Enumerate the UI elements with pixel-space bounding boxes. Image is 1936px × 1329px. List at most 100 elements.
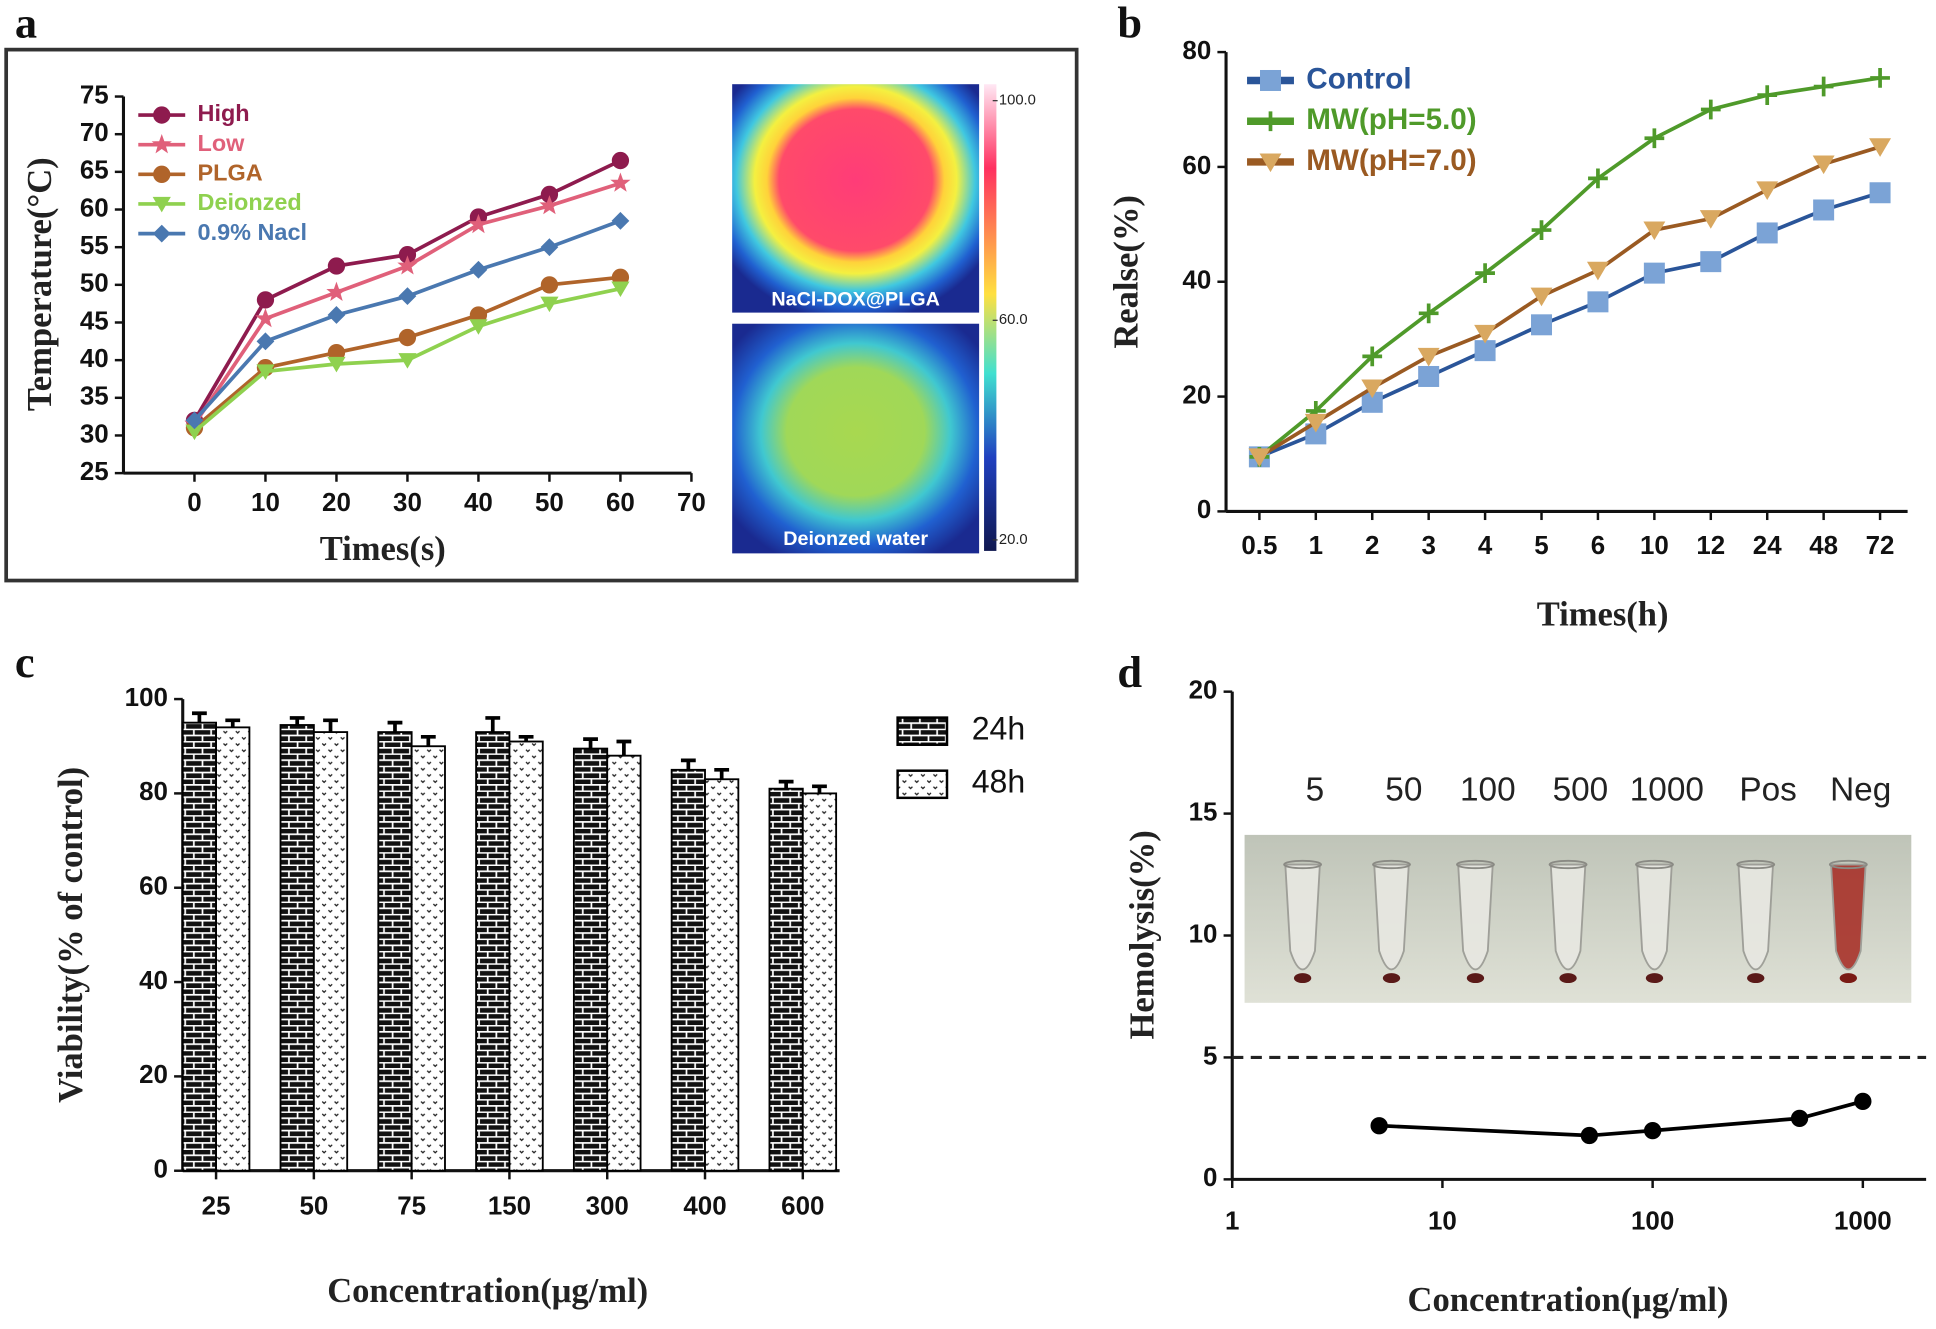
marker (1756, 181, 1779, 200)
legend-label: 24h (972, 711, 1026, 747)
marker (1259, 153, 1282, 173)
marker (326, 281, 347, 302)
bar (508, 740, 544, 1172)
photo-label: 50 (1385, 771, 1422, 808)
marker (1588, 168, 1608, 189)
marker (398, 353, 417, 369)
x-tick-label: 12 (1696, 532, 1725, 560)
photo-label: Neg (1830, 771, 1891, 808)
x-tick-label: 50 (299, 1193, 328, 1221)
y-tick-label: 100 (125, 684, 168, 712)
x-tick-label: 4 (1478, 532, 1493, 560)
marker (611, 211, 630, 230)
x-tick-label: 0 (187, 489, 201, 517)
error-bar (289, 716, 305, 726)
x-axis-label: Times(s) (320, 530, 446, 568)
marker (468, 213, 489, 234)
x-tick-label: 5 (1534, 532, 1548, 560)
bar (410, 745, 446, 1172)
tube-rim (1828, 859, 1868, 870)
marker (398, 328, 417, 347)
marker (327, 356, 346, 373)
y-axis-label: Realse(%) (1108, 195, 1146, 349)
x-tick-label: 1 (1309, 532, 1323, 560)
pellet (1293, 973, 1312, 984)
x-tick-label: 70 (677, 489, 706, 517)
x-tick-label: 400 (683, 1193, 726, 1221)
marker (469, 319, 488, 335)
pellet (1747, 973, 1765, 984)
x-tick-label: 48 (1809, 532, 1838, 560)
x-tick-label: 300 (586, 1193, 629, 1221)
bar (768, 787, 804, 1172)
tube (1457, 863, 1494, 971)
marker (397, 255, 418, 275)
marker (153, 165, 171, 183)
colorbar-label: 100.0 (999, 93, 1036, 109)
error-bar (191, 711, 207, 723)
tube (1373, 863, 1410, 971)
marker (1643, 1121, 1662, 1140)
x-tick-label: 25 (202, 1193, 231, 1221)
colorbar (984, 84, 997, 551)
y-tick-label: 35 (80, 383, 109, 411)
legend-label: PLGA (198, 160, 263, 186)
error-bar (485, 716, 501, 733)
thermal-image (732, 323, 980, 554)
panel-letter: c (15, 637, 35, 687)
y-tick-label: 55 (80, 232, 109, 260)
marker (469, 260, 488, 279)
y-tick-label: 40 (1182, 267, 1211, 295)
y-tick-label: 80 (139, 778, 168, 806)
marker (1361, 379, 1384, 399)
x-tick-label: 20 (322, 489, 351, 517)
legend-label: Deionzed (198, 189, 302, 215)
tube (1636, 863, 1673, 971)
marker (1304, 413, 1327, 433)
x-tick-label: 6 (1591, 532, 1605, 560)
photo-label: 1000 (1630, 771, 1704, 808)
legend-label: High (198, 100, 250, 126)
error-bar (518, 734, 534, 742)
marker (1790, 1109, 1809, 1128)
y-tick-label: 30 (80, 420, 109, 448)
error-bar (714, 767, 730, 780)
bar (279, 724, 315, 1172)
marker (1643, 221, 1666, 241)
marker (610, 172, 631, 192)
y-tick-label: 60 (1182, 152, 1211, 180)
marker (1248, 448, 1271, 467)
photo-label: 5 (1306, 771, 1325, 808)
marker (153, 106, 171, 124)
x-axis-label: Times(h) (1537, 596, 1669, 634)
error-bar (812, 784, 827, 794)
y-tick-label: 20 (139, 1061, 168, 1089)
y-tick-label: 60 (80, 194, 109, 222)
error-bar (680, 758, 696, 770)
x-tick-label: 10 (251, 489, 280, 517)
marker (1260, 111, 1281, 132)
marker (1869, 182, 1891, 204)
marker (611, 281, 630, 298)
marker (1362, 346, 1383, 367)
y-tick-label: 5 (1203, 1042, 1217, 1070)
photo-label: 500 (1553, 771, 1609, 808)
marker (540, 276, 559, 294)
marker (152, 224, 171, 243)
pellet (1839, 973, 1857, 984)
y-tick-label: 25 (80, 458, 109, 486)
marker (1586, 261, 1609, 281)
marker (1260, 69, 1281, 91)
y-tick-label: 10 (1189, 920, 1218, 948)
y-tick-label: 40 (139, 967, 168, 995)
marker (327, 257, 346, 275)
marker (1474, 324, 1497, 344)
pellet (1559, 973, 1577, 984)
tube-rim (1635, 859, 1674, 870)
legend-label: Control (1306, 62, 1411, 95)
tube (1284, 863, 1321, 971)
y-axis-label: Viability(% of control) (52, 767, 90, 1103)
y-tick-label: 15 (1189, 798, 1218, 826)
error-bar (583, 737, 598, 749)
bar (606, 754, 642, 1172)
